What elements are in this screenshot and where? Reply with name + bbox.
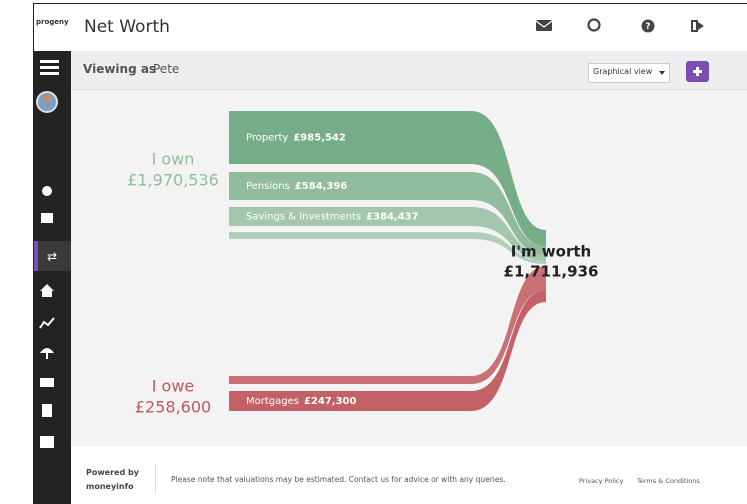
view-select[interactable]: Graphical view xyxy=(588,63,670,83)
nav-icon[interactable] xyxy=(40,436,54,448)
nav-icon[interactable] xyxy=(39,317,55,329)
active-item[interactable] xyxy=(34,241,71,271)
mail-icon[interactable] xyxy=(536,20,552,31)
owe-label: I owe xyxy=(152,377,195,396)
sidebar: ⇄ xyxy=(34,51,71,504)
page-title: Net Worth xyxy=(84,17,170,37)
svg-text:⇄: ⇄ xyxy=(47,250,57,264)
main: Property £985,542 Pensions £584,396 Savings … xyxy=(71,90,747,446)
help-icon[interactable] xyxy=(641,19,655,33)
flow xyxy=(229,207,546,261)
footer-note: Please note that valuations may be estim… xyxy=(171,475,506,484)
item-value: £985,542 xyxy=(293,133,346,144)
user-icon[interactable] xyxy=(587,18,601,32)
flow xyxy=(229,172,546,255)
brand: moneyinfo xyxy=(86,482,134,491)
add-button[interactable] xyxy=(686,61,709,82)
worth-total: £1,711,936 xyxy=(504,263,599,281)
powered-by: Powered by xyxy=(86,468,139,477)
sankey: Property £985,542 Pensions £584,396 Savings … xyxy=(127,111,599,417)
footer-link[interactable]: Terms & Conditions xyxy=(637,477,700,485)
flow xyxy=(229,290,546,411)
sidebar-icons: ⇄ xyxy=(34,60,71,448)
item-name: Mortgages xyxy=(246,396,299,407)
divider xyxy=(155,464,156,494)
footer: Powered by moneyinfo Please note that va… xyxy=(71,446,747,504)
svg-text:?: ? xyxy=(645,22,650,32)
owe-total: £258,600 xyxy=(135,398,211,417)
viewing-label: Viewing as xyxy=(83,62,157,76)
footer-link[interactable]: Privacy Policy xyxy=(579,477,624,485)
viewing-user: Pete xyxy=(153,62,180,76)
flow xyxy=(229,111,546,246)
header-icons: ? xyxy=(535,18,704,33)
item-value: £247,300 xyxy=(304,396,357,407)
flow xyxy=(229,232,546,264)
nav-icon[interactable] xyxy=(40,348,54,353)
own-label: I own xyxy=(152,150,195,169)
nav-icon[interactable] xyxy=(40,284,54,297)
logout-icon[interactable] xyxy=(691,20,698,32)
worth-label: I'm worth xyxy=(511,243,591,261)
flow xyxy=(229,266,546,384)
item-name: Savings & Investments xyxy=(246,212,361,223)
item-name: Property xyxy=(246,133,288,144)
item-value: £384,437 xyxy=(366,212,419,223)
app: progeny Net Worth ? ⇄ xyxy=(33,3,747,504)
view-select-label: Graphical view xyxy=(593,67,653,76)
menu-icon[interactable] xyxy=(40,60,59,63)
nav-icon[interactable] xyxy=(42,404,52,417)
item-name: Pensions xyxy=(246,181,290,192)
nav-icon[interactable] xyxy=(42,186,52,196)
nav-icon[interactable] xyxy=(41,213,53,223)
nav-icon[interactable] xyxy=(40,378,54,387)
own-total: £1,970,536 xyxy=(127,171,219,190)
subheader: Viewing as Pete Graphical view xyxy=(71,51,747,90)
item-value: £584,396 xyxy=(295,181,348,192)
logo: progeny xyxy=(36,18,69,26)
